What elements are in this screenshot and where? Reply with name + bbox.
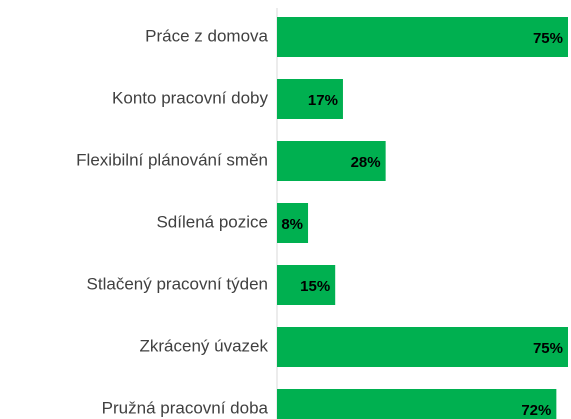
- value-label: 8%: [281, 216, 303, 233]
- category-label: Zkrácený úvazek: [140, 336, 269, 355]
- bar: [277, 203, 309, 243]
- bar: [277, 17, 568, 57]
- bar: [277, 265, 336, 305]
- value-label: 15%: [300, 278, 330, 295]
- category-label: Sdílená pozice: [156, 212, 268, 231]
- category-label: Flexibilní plánování směn: [76, 150, 268, 169]
- value-label: 72%: [521, 402, 551, 419]
- bar: [277, 389, 557, 419]
- category-label: Stlačený pracovní týden: [87, 274, 268, 293]
- value-label: 75%: [533, 340, 563, 357]
- bar: [277, 79, 343, 119]
- value-label: 28%: [351, 154, 381, 171]
- category-label: Práce z domova: [145, 26, 268, 45]
- category-label: Pružná pracovní doba: [102, 398, 269, 417]
- bar: [277, 327, 568, 367]
- value-label: 75%: [533, 30, 563, 47]
- bar: [277, 141, 386, 181]
- value-label: 17%: [308, 92, 338, 109]
- category-label: Konto pracovní doby: [112, 88, 268, 107]
